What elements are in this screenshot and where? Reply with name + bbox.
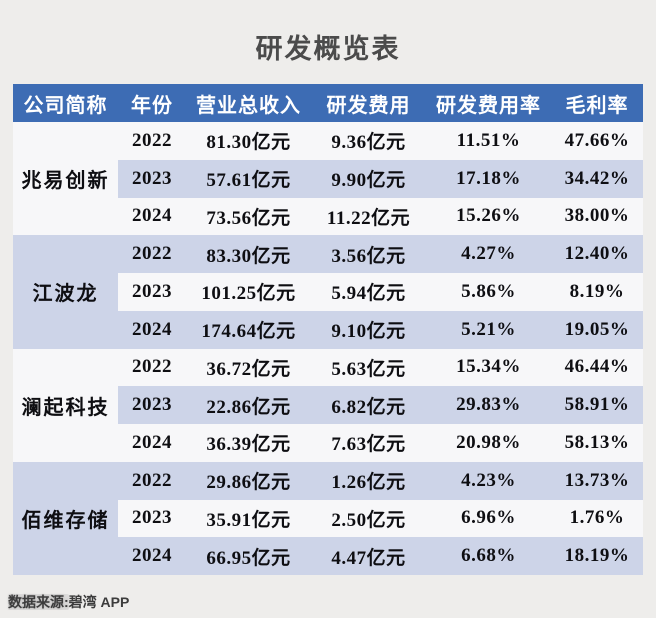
rd-expense-cell: 9.36亿元 (311, 122, 426, 160)
revenue-cell: 22.86亿元 (186, 386, 311, 424)
rd-rate-cell: 6.68% (426, 537, 551, 575)
revenue-cell: 29.86亿元 (186, 461, 311, 500)
data-source-label: 数据来源: (8, 594, 69, 610)
year-cell: 2023 (118, 386, 186, 424)
table-row: 2024 66.95亿元 4.47亿元 6.68% 18.19% (13, 537, 643, 575)
rd-rate-cell: 15.34% (426, 348, 551, 387)
rd-rate-cell: 20.98% (426, 424, 551, 462)
year-cell: 2022 (118, 461, 186, 500)
gross-margin-cell: 19.05% (551, 310, 643, 349)
rd-rate-cell: 15.26% (426, 197, 551, 236)
company-name-cell: 澜起科技 (13, 348, 118, 462)
revenue-cell: 35.91亿元 (186, 499, 311, 538)
company-name-cell: 佰维存储 (13, 461, 118, 575)
rd-expense-cell: 1.26亿元 (311, 461, 426, 500)
rd-rate-cell: 4.27% (426, 235, 551, 273)
table-row: 2024 73.56亿元 11.22亿元 15.26% 38.00% (13, 197, 643, 236)
table-row: 佰维存储 2022 29.86亿元 1.26亿元 4.23% 13.73% (13, 461, 643, 575)
year-cell: 2022 (118, 235, 186, 273)
rd-rate-cell: 4.23% (426, 461, 551, 500)
year-cell: 2023 (118, 499, 186, 538)
gross-margin-cell: 8.19% (551, 273, 643, 311)
gross-margin-cell: 12.40% (551, 235, 643, 273)
revenue-cell: 83.30亿元 (186, 235, 311, 273)
rd-expense-cell: 7.63亿元 (311, 424, 426, 462)
rd-rate-cell: 5.86% (426, 273, 551, 311)
rd-expense-cell: 6.82亿元 (311, 386, 426, 424)
rd-rate-cell: 29.83% (426, 386, 551, 424)
year-cell: 2022 (118, 122, 186, 160)
revenue-cell: 73.56亿元 (186, 197, 311, 236)
revenue-cell: 36.39亿元 (186, 424, 311, 462)
gross-margin-cell: 38.00% (551, 197, 643, 236)
gross-margin-cell: 18.19% (551, 537, 643, 575)
data-source-value: 碧湾 APP (68, 594, 130, 610)
year-cell: 2024 (118, 197, 186, 236)
table-row: 2023 101.25亿元 5.94亿元 5.86% 8.19% (13, 273, 643, 311)
rd-rate-cell: 6.96% (426, 499, 551, 538)
rd-expense-cell: 5.94亿元 (311, 273, 426, 311)
year-cell: 2024 (118, 537, 186, 575)
gross-margin-cell: 46.44% (551, 348, 643, 387)
year-cell: 2024 (118, 424, 186, 462)
page-title: 研发概览表 (255, 34, 401, 64)
year-cell: 2024 (118, 310, 186, 349)
rd-expense-cell: 9.10亿元 (311, 310, 426, 349)
gross-margin-cell: 58.13% (551, 424, 643, 462)
table-header-row: 公司简称 年份 营业总收入 研发费用 研发费用率 毛利率 (13, 84, 643, 122)
rd-rate-cell: 11.51% (426, 122, 551, 160)
header-cell-rd-expense: 研发费用 (311, 84, 426, 122)
table-row: 2024 174.64亿元 9.10亿元 5.21% 19.05% (13, 310, 643, 349)
header-cell-revenue: 营业总收入 (186, 84, 311, 122)
rd-expense-cell: 3.56亿元 (311, 235, 426, 273)
revenue-cell: 57.61亿元 (186, 159, 311, 198)
rd-rate-cell: 5.21% (426, 310, 551, 349)
rd-expense-cell: 11.22亿元 (311, 197, 426, 236)
gross-margin-cell: 34.42% (551, 159, 643, 198)
rd-expense-cell: 9.90亿元 (311, 159, 426, 198)
rd-overview-table: 公司简称 年份 营业总收入 研发费用 研发费用率 毛利率 兆易创新 2022 8… (13, 84, 643, 575)
gross-margin-cell: 47.66% (551, 122, 643, 160)
header-cell-company: 公司简称 (13, 84, 118, 122)
company-name-cell: 江波龙 (13, 235, 118, 349)
table-row: 2024 36.39亿元 7.63亿元 20.98% 58.13% (13, 424, 643, 462)
header-cell-year: 年份 (118, 84, 186, 122)
data-source-note: 数据来源:碧湾 APP (8, 592, 129, 612)
year-cell: 2022 (118, 348, 186, 387)
gross-margin-cell: 58.91% (551, 386, 643, 424)
table-row: 兆易创新 2022 81.30亿元 9.36亿元 11.51% 47.66% (13, 122, 643, 236)
rd-rate-cell: 17.18% (426, 159, 551, 198)
header-cell-rd-rate: 研发费用率 (426, 84, 551, 122)
table-row: 2023 35.91亿元 2.50亿元 6.96% 1.76% (13, 499, 643, 538)
table-row: 2023 57.61亿元 9.90亿元 17.18% 34.42% (13, 159, 643, 198)
revenue-cell: 81.30亿元 (186, 122, 311, 160)
gross-margin-cell: 13.73% (551, 461, 643, 500)
rd-expense-cell: 4.47亿元 (311, 537, 426, 575)
table-row: 澜起科技 2022 36.72亿元 5.63亿元 15.34% 46.44% (13, 348, 643, 462)
revenue-cell: 36.72亿元 (186, 348, 311, 387)
revenue-cell: 66.95亿元 (186, 537, 311, 575)
company-name-cell: 兆易创新 (13, 122, 118, 236)
year-cell: 2023 (118, 159, 186, 198)
header-cell-gross-margin: 毛利率 (551, 84, 643, 122)
revenue-cell: 101.25亿元 (186, 273, 311, 311)
year-cell: 2023 (118, 273, 186, 311)
rd-expense-cell: 2.50亿元 (311, 499, 426, 538)
gross-margin-cell: 1.76% (551, 499, 643, 538)
rd-expense-cell: 5.63亿元 (311, 348, 426, 387)
table-row: 2023 22.86亿元 6.82亿元 29.83% 58.91% (13, 386, 643, 424)
revenue-cell: 174.64亿元 (186, 310, 311, 349)
table-row: 江波龙 2022 83.30亿元 3.56亿元 4.27% 12.40% (13, 235, 643, 349)
